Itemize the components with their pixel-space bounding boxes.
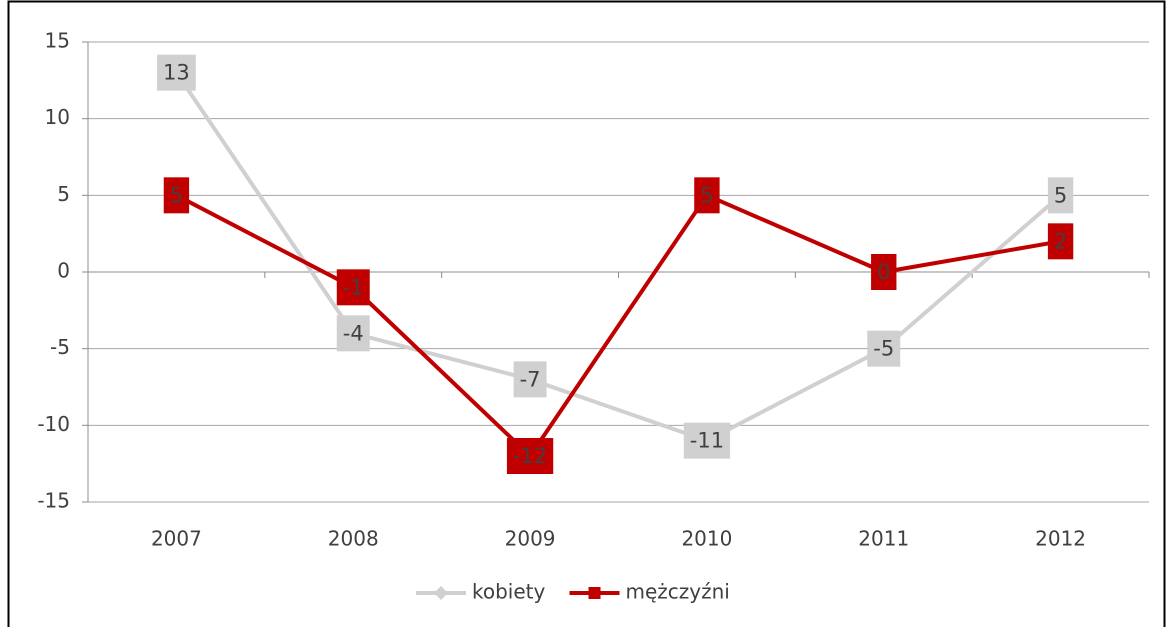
- data-label-text: -12: [513, 444, 547, 468]
- data-label-text: 5: [170, 183, 183, 207]
- data-label-box: [1047, 223, 1074, 260]
- data-label: 0: [871, 254, 897, 290]
- y-tick-label: 15: [45, 29, 70, 53]
- legend-label: mężczyźni: [626, 580, 730, 604]
- y-tick-label: -5: [50, 335, 70, 359]
- data-label-box: [694, 177, 720, 214]
- data-label-box: [163, 177, 190, 214]
- x-tick-label: 2007: [151, 527, 202, 551]
- data-label-text: -4: [343, 321, 364, 345]
- data-label: 13: [157, 54, 196, 91]
- data-label: 2: [1047, 223, 1074, 260]
- x-tick-label: 2011: [858, 527, 909, 551]
- data-label: 5: [694, 177, 720, 214]
- legend-label: kobiety: [472, 580, 546, 604]
- x-tick-label: 2010: [681, 527, 732, 551]
- data-label-box: [336, 315, 370, 352]
- data-label-text: -7: [520, 367, 541, 391]
- data-label-text: 13: [163, 61, 190, 85]
- data-label-box: [513, 361, 547, 398]
- data-label: 5: [163, 177, 190, 214]
- data-label-box: [157, 54, 196, 91]
- data-label: 5: [1047, 177, 1074, 214]
- x-tick-label: 2009: [505, 527, 556, 551]
- data-label-box: [871, 254, 897, 290]
- data-label: -1: [336, 269, 370, 306]
- data-label-box: [336, 269, 370, 306]
- data-label-text: 5: [1054, 183, 1067, 207]
- legend-marker: [434, 586, 448, 600]
- y-tick-label: -15: [37, 489, 70, 513]
- y-tick-label: 0: [57, 259, 70, 283]
- data-label-box: [506, 438, 554, 474]
- legend-marker: [588, 587, 601, 599]
- y-tick-label: 10: [45, 105, 70, 129]
- data-label: -12: [506, 438, 554, 474]
- data-label-text: -5: [873, 337, 894, 361]
- data-label: -11: [683, 422, 731, 459]
- y-tick-label: -10: [37, 412, 70, 436]
- data-label-text: 0: [877, 260, 890, 284]
- x-tick-label: 2012: [1035, 527, 1086, 551]
- data-label: -7: [513, 361, 547, 398]
- data-label: -5: [867, 330, 901, 367]
- data-label-text: -1: [343, 275, 364, 299]
- data-label-box: [1047, 177, 1074, 214]
- data-label: -4: [336, 315, 370, 352]
- data-label-text: 2: [1054, 229, 1067, 253]
- y-tick-label: 5: [57, 182, 70, 206]
- series-line: [174, 71, 1062, 443]
- data-label-text: 5: [700, 183, 713, 207]
- x-tick-label: 2008: [328, 527, 379, 551]
- data-label-text: -11: [690, 429, 724, 453]
- data-label-box: [867, 330, 901, 367]
- data-label-box: [683, 422, 731, 459]
- series-line: [175, 193, 1061, 458]
